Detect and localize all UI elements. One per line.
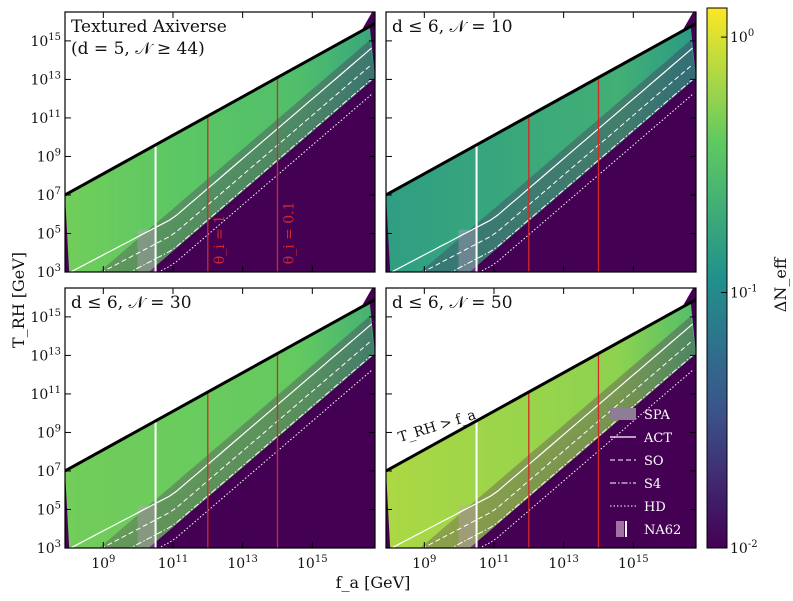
legend-swatch-na62 <box>616 521 624 537</box>
panel-frame <box>385 287 697 549</box>
contour-act <box>390 47 693 272</box>
panel-textured: θ_i = 1 θ_i = 0.1 103 105 107 109 1011 1013 1015… <box>30 11 376 281</box>
contour-s4 <box>129 355 372 548</box>
contour-act <box>390 323 693 548</box>
panel-frame <box>385 11 697 273</box>
y-tick-label: 1015 <box>30 32 61 50</box>
contour-so <box>421 64 693 272</box>
panels: θ_i = 1 θ_i = 0.1 103 105 107 109 1011 1013 1015… <box>30 11 697 572</box>
legend-swatch-spa <box>610 408 636 420</box>
excluded-region <box>65 12 373 195</box>
colorbar-tick-label: 10-1 <box>730 284 758 302</box>
contour-hd <box>478 370 693 548</box>
x-tick-label: 109 <box>412 554 436 572</box>
contour-hd <box>478 94 693 272</box>
contour-hd <box>157 94 372 272</box>
x-tick-label: 1011 <box>158 554 189 572</box>
x-axis-title: f_a [GeV] <box>336 573 411 592</box>
contour-so <box>100 64 372 272</box>
legend-label-so: SO <box>644 454 664 469</box>
panel-subtitle: (d = 5, 𝒩 ≥ 44) <box>71 39 205 59</box>
delta-neff-region <box>65 26 375 272</box>
y-tick-label: 1015 <box>30 308 61 326</box>
contour-act <box>69 323 372 548</box>
legend-label-act: ACT <box>643 431 672 446</box>
x-tick-label: 1013 <box>548 554 579 572</box>
legend-label-na62: NA62 <box>644 523 681 538</box>
wedge-fade <box>99 40 375 272</box>
theta-label-1: θ_i = 1 <box>212 215 228 264</box>
y-tick-label: 109 <box>37 423 61 441</box>
colorbar-tick-label: 10-2 <box>730 539 758 557</box>
plot-area <box>386 12 696 272</box>
y-tick-label: 109 <box>37 147 61 165</box>
colorbar-gradient <box>706 7 728 549</box>
contour-s4 <box>129 79 372 272</box>
contour-s4 <box>450 355 693 548</box>
plot-area: θ_i = 1 θ_i = 0.1 <box>65 12 375 272</box>
colorbar-tick-label: 100 <box>730 28 754 46</box>
plot-area <box>386 288 696 548</box>
panel-frame <box>64 287 376 549</box>
plot-area <box>65 288 375 548</box>
boundary-line <box>386 22 696 197</box>
y-tick-label: 1011 <box>30 385 61 403</box>
y-tick-label: 107 <box>37 462 61 480</box>
y-tick-label: 105 <box>37 500 61 518</box>
y-tick-label: 1011 <box>30 109 61 127</box>
x-tick-label: 1015 <box>297 554 328 572</box>
contour-s4 <box>450 79 693 272</box>
legend-label-spa: SPA <box>644 408 670 423</box>
x-tick-label: 1013 <box>227 554 258 572</box>
x-tick-label: 1011 <box>479 554 510 572</box>
theta-label-2: θ_i = 0.1 <box>281 201 297 264</box>
panel-title: Textured Axiverse <box>71 17 227 37</box>
excluded-region <box>65 288 373 471</box>
contour-so <box>100 340 372 548</box>
y-tick-label: 103 <box>37 263 61 281</box>
contour-act <box>69 47 372 272</box>
delta-neff-region <box>386 302 696 548</box>
wedge-fade <box>420 40 696 272</box>
legend-label-hd: HD <box>644 500 666 515</box>
y-tick-label: 1013 <box>30 346 61 364</box>
excluded-region <box>386 288 694 471</box>
excluded-region <box>386 12 694 195</box>
wedge-fade <box>420 316 696 548</box>
axis-titles: f_a [GeV] T_RH [GeV] <box>9 252 410 592</box>
y-tick-label: 107 <box>37 186 61 204</box>
boundary-line <box>65 22 375 197</box>
panel-n30: 109 1011 1013 1015 103 105 107 109 1011 1013 1015 d… <box>30 287 376 572</box>
panel-title: d ≤ 6, 𝒩 = 50 <box>392 293 513 313</box>
boundary-line <box>65 298 375 473</box>
legend: SPA ACT SO S4 HD NA62 <box>610 408 681 538</box>
y-tick-label: 1013 <box>30 70 61 88</box>
y-tick-label: 105 <box>37 224 61 242</box>
boundary-line <box>386 298 696 473</box>
colorbar: 100 10-1 10-2 ΔN_eff <box>706 7 790 557</box>
colorbar-label: ΔN_eff <box>771 256 790 312</box>
panel-n10: d ≤ 6, 𝒩 = 10 <box>385 11 697 273</box>
contour-hd <box>157 370 372 548</box>
panel-frame <box>64 11 376 273</box>
delta-neff-region <box>386 26 696 272</box>
wedge-fade <box>99 316 375 548</box>
panel-title: d ≤ 6, 𝒩 = 30 <box>71 293 192 313</box>
contour-so <box>421 340 693 548</box>
x-tick-label: 109 <box>91 554 115 572</box>
panel-title: d ≤ 6, 𝒩 = 10 <box>392 17 513 37</box>
delta-neff-region <box>65 302 375 548</box>
y-tick-label: 103 <box>37 539 61 557</box>
y-axis-title: T_RH [GeV] <box>9 252 28 348</box>
legend-label-s4: S4 <box>644 477 661 492</box>
x-tick-label: 1015 <box>618 554 649 572</box>
